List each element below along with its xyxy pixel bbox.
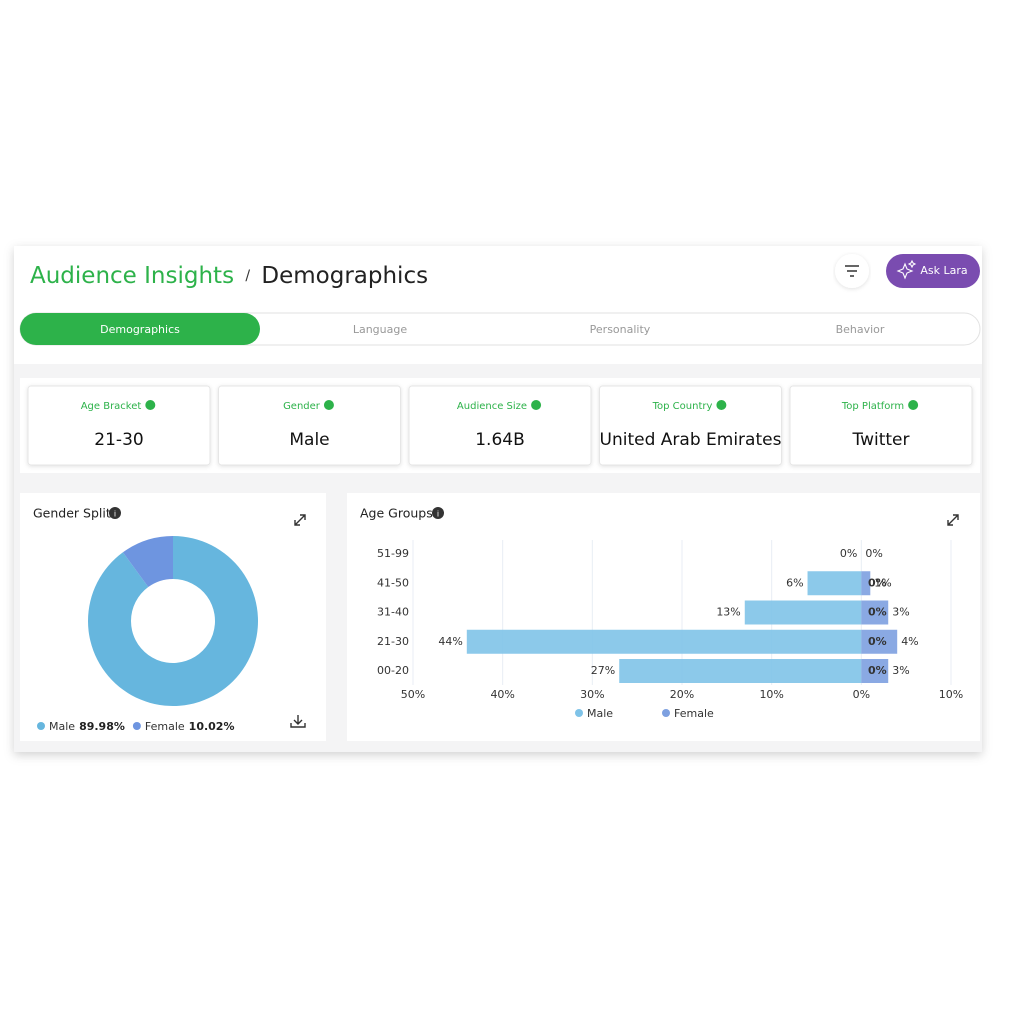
stat-value: United Arab Emirates [600,430,782,450]
value-label: 6% [786,576,803,589]
x-tick-label: 10% [759,688,783,701]
bar [466,629,862,654]
ask-lara-button[interactable]: Ask Lara [886,254,980,288]
stat-label: Top Platform [841,401,904,412]
stat-card [789,385,973,466]
bar [861,571,871,596]
tab[interactable]: Language [353,323,408,336]
bar [744,600,862,625]
value-label: 0% [865,547,882,560]
stat-value: 1.64B [475,430,525,450]
tab-active [20,313,260,345]
breadcrumb-title[interactable]: Audience Insights [30,263,234,289]
legend-value: 10.02% [189,720,235,733]
x-tick-label: 30% [580,688,604,701]
bar [619,659,862,683]
value-label: 0% [840,547,857,560]
bar [807,571,862,596]
value-label: 44% [438,635,462,648]
info-icon [323,400,334,410]
stat-card [218,385,401,466]
stat-label: Top Country [652,401,713,412]
inner-value-label: 0% [868,576,887,589]
info-icon [145,400,156,410]
bar [861,600,889,625]
legend-label: Male [49,720,75,733]
stat-card [408,385,592,466]
stat-value: Male [289,430,329,450]
stat-label: Audience Size [457,401,527,412]
expand-icon[interactable] [947,514,959,526]
x-tick-label: 40% [490,688,514,701]
tab[interactable]: Personality [590,323,651,336]
breadcrumb-separator: / [245,268,250,284]
info-icon [531,400,542,410]
legend-label: Female [145,720,185,733]
filter-button[interactable] [835,254,869,288]
y-tick-label: 31-40 [377,606,409,619]
tab[interactable]: Demographics [100,323,180,336]
y-tick-label: 21-30 [377,635,409,648]
x-tick-label: 0% [853,688,870,701]
y-tick-label: 51-99 [377,547,409,560]
stat-value: Twitter [852,430,910,450]
svg-text:i: i [114,510,116,519]
info-icon[interactable]: i [109,507,121,519]
inner-value-label: 0% [868,606,887,619]
stat-card [27,385,211,466]
legend-value: 89.98% [79,720,125,733]
y-tick-label: 00-20 [377,664,409,677]
x-tick-label: 20% [670,688,694,701]
stat-value: 21-30 [94,430,143,450]
gender-title: Gender Split [33,506,111,521]
breadcrumb: Audience Insights / Demographics [30,263,428,289]
info-icon[interactable]: i [432,507,444,519]
ask-lara-label[interactable]: Ask Lara [920,264,967,277]
y-tick-label: 41-50 [377,576,409,589]
pie-slice [122,536,173,588]
pie-slice [88,536,259,706]
legend-swatch [575,709,583,717]
breadcrumb-current: Demographics [261,263,428,289]
inner-value-label: 0% [868,664,887,677]
stat-label: Gender [283,401,321,412]
value-label: 1% [874,576,891,589]
x-tick-label: 10% [939,688,963,701]
download-icon[interactable] [290,715,306,728]
stat-label: Age Bracket [81,401,142,412]
expand-icon[interactable] [294,514,306,526]
bar [861,629,898,654]
value-label: 3% [892,606,909,619]
x-tick-label: 50% [401,688,425,701]
value-label: 13% [716,606,740,619]
legend-label: Female [674,707,714,720]
stat-card [599,385,782,466]
tab[interactable]: Behavior [836,323,885,336]
info-icon [908,400,919,410]
inner-value-label: 0% [868,635,887,648]
legend-swatch [132,722,141,730]
svg-text:i: i [437,510,439,519]
bar [861,659,889,683]
age-title: Age Groups [360,506,433,521]
value-label: 4% [901,635,918,648]
legend-swatch [662,709,670,717]
legend-swatch [37,722,45,730]
value-label: 27% [591,664,615,677]
legend-label: Male [587,707,613,720]
info-icon [716,400,727,410]
value-label: 3% [892,664,909,677]
